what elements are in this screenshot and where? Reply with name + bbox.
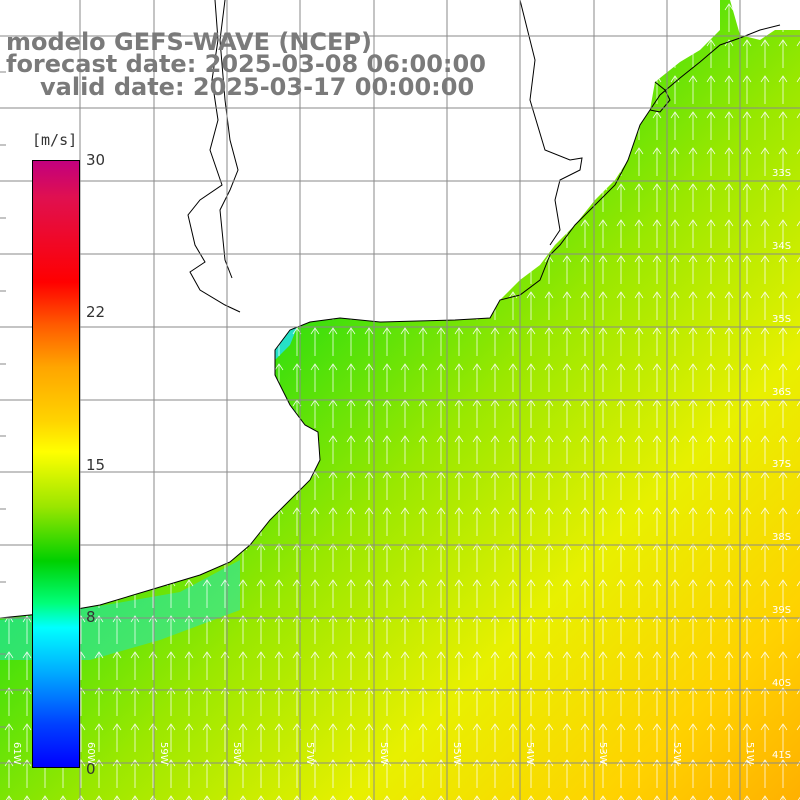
forecast-date: forecast date: 2025-03-08 06:00:00 [6, 50, 486, 78]
model-title: modelo GEFS-WAVE (NCEP) [6, 28, 372, 56]
colorbar-unit: [m/s] [32, 131, 78, 149]
longitude-labels: 61W 60W 59W 58W 57W 56W 55W 54W 53W 52W … [11, 742, 755, 765]
lon-label: 58W [231, 742, 242, 765]
latitude-labels: 33S 34S 35S 36S 37S 38S 39S 40S 41S [772, 168, 791, 761]
lon-label: 52W [671, 742, 682, 765]
colorbar-tick: 22 [86, 303, 106, 321]
lat-label: 34S [772, 241, 791, 252]
lon-label: 59W [158, 742, 169, 765]
lat-label: 41S [772, 750, 791, 761]
lon-label: 56W [378, 742, 389, 765]
colorbar-tick: 30 [86, 151, 106, 169]
land-mass-north [0, 0, 720, 618]
lat-label: 35S [772, 314, 791, 325]
coastline [0, 24, 781, 619]
lat-label: 40S [772, 678, 791, 689]
lon-label: 61W [11, 742, 22, 765]
lon-label: 57W [304, 742, 315, 765]
lat-label: 36S [772, 387, 791, 398]
lon-label: 51W [744, 742, 755, 765]
lat-label: 39S [772, 605, 791, 616]
lat-label: 33S [772, 168, 791, 179]
lon-label: 54W [524, 742, 535, 765]
river-coast [187, 0, 241, 313]
colorbar [32, 160, 80, 768]
lagoon-outline [649, 81, 671, 113]
colorbar-tick: 0 [86, 760, 96, 778]
land-mass-northeast [730, 0, 800, 40]
lon-label: 53W [597, 742, 608, 765]
border-line [219, 0, 239, 279]
lon-label: 55W [451, 742, 462, 765]
colorbar-tick: 8 [86, 608, 96, 626]
valid-date: valid date: 2025-03-17 00:00:00 [40, 73, 475, 101]
lon-label: 60W [85, 742, 96, 765]
lat-label: 37S [772, 459, 791, 470]
lat-label: 38S [772, 532, 791, 543]
colorbar-tick: 15 [86, 456, 106, 474]
uruguay-border [519, 0, 583, 246]
